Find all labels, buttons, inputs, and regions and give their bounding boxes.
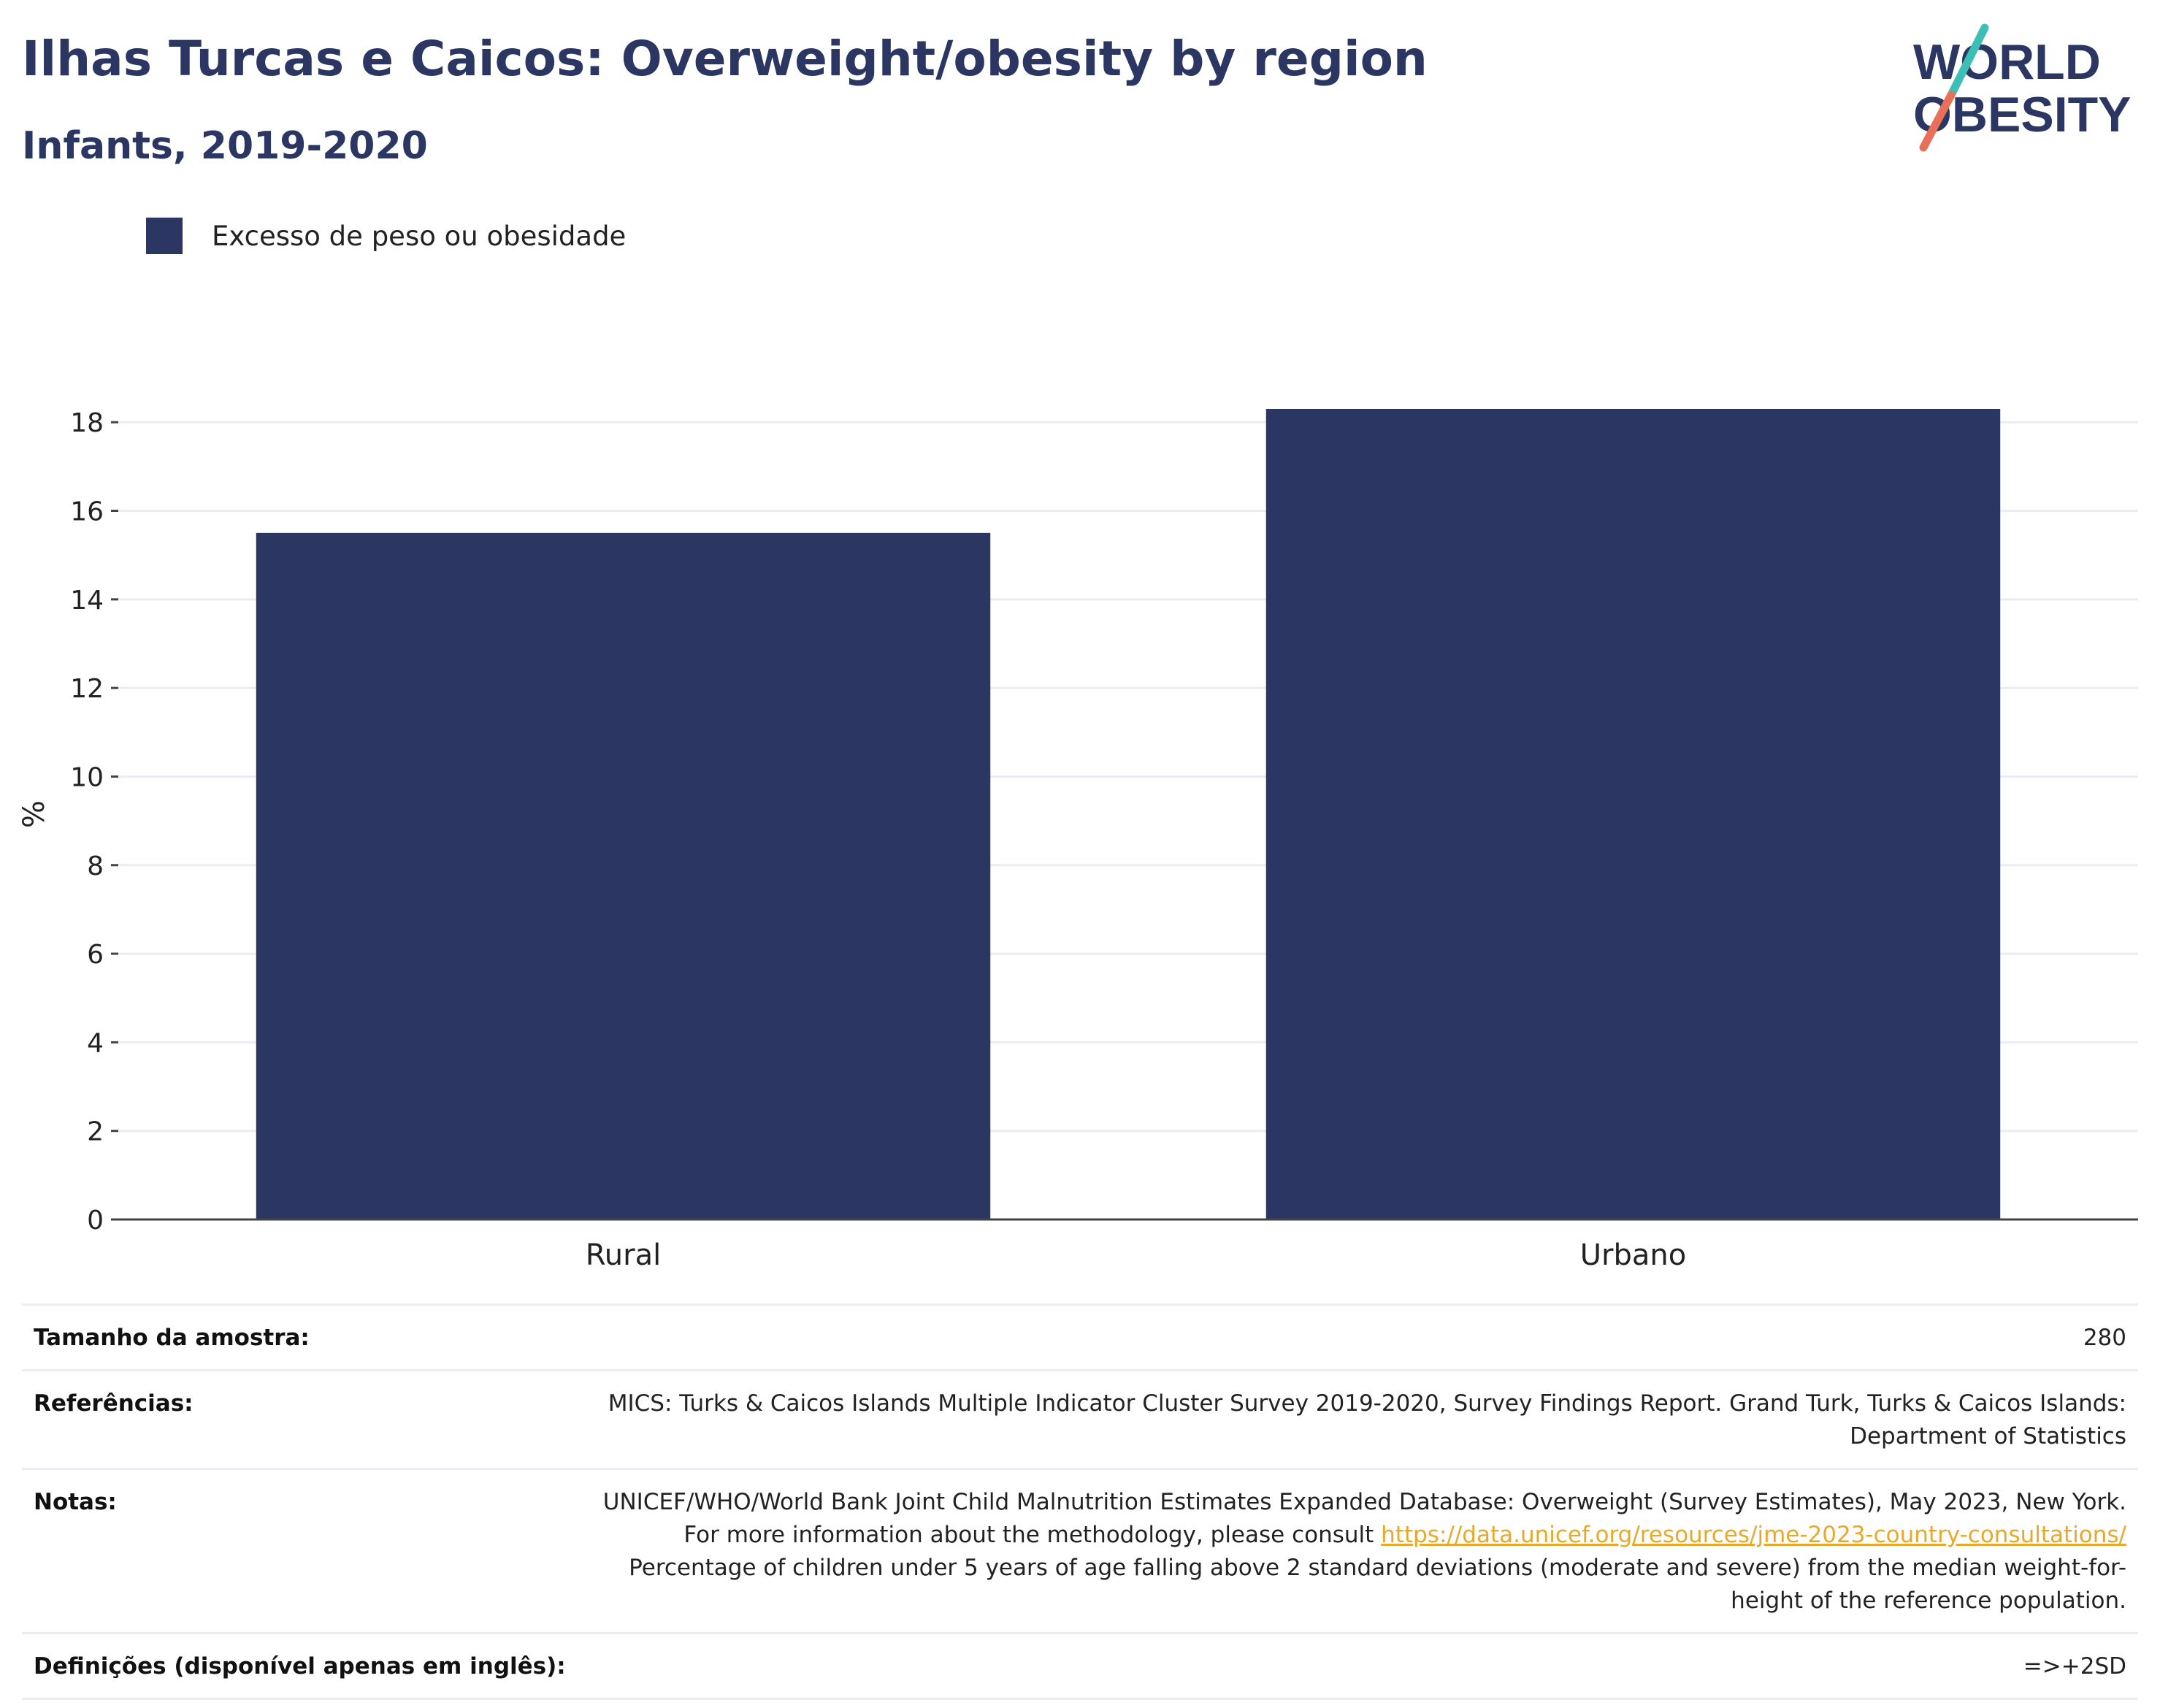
notes-value: UNICEF/WHO/World Bank Joint Child Malnut… xyxy=(577,1467,2138,1634)
bar-rural[interactable] xyxy=(256,532,991,1219)
y-tick-label-0: 0 xyxy=(87,1206,104,1236)
y-tick-label-4: 4 xyxy=(87,1028,104,1058)
info-row-definitions: Definições (disponível apenas em inglês)… xyxy=(22,1631,2138,1700)
logo-slash-bottom xyxy=(1919,91,1956,152)
chart-subtitle: Infants, 2019-2020 xyxy=(22,124,428,168)
definitions-value: =>+2SD xyxy=(577,1631,2138,1700)
bar-chart: 0 2 4 6 8 10 12 14 16 18 Rural Urbano % xyxy=(18,408,2138,1272)
y-tick-label-12: 12 xyxy=(70,674,104,704)
info-row-references: Referências: MICS: Turks & Caicos Island… xyxy=(22,1368,2138,1469)
legend-label[interactable]: Excesso de peso ou obesidade xyxy=(212,220,627,252)
info-row-sample-size: Tamanho da amostra: 280 xyxy=(22,1303,2138,1371)
legend: Excesso de peso ou obesidade xyxy=(146,218,626,254)
y-tick-label-14: 14 xyxy=(70,586,104,616)
y-tick-label-10: 10 xyxy=(70,762,104,792)
logo-text-world: WORLD xyxy=(1913,34,2101,90)
references-label: Referências: xyxy=(22,1368,578,1469)
sample-size-label: Tamanho da amostra: xyxy=(22,1303,578,1371)
legend-swatch[interactable] xyxy=(146,218,183,254)
info-row-notes: Notas: UNICEF/WHO/World Bank Joint Child… xyxy=(22,1467,2138,1634)
y-tick-label-16: 16 xyxy=(70,497,104,527)
y-tick-label-6: 6 xyxy=(87,940,104,970)
definitions-label: Definições (disponível apenas em inglês)… xyxy=(22,1631,578,1700)
info-table: Tamanho da amostra: 280 Referências: MIC… xyxy=(22,1303,2138,1700)
notes-label: Notas: xyxy=(22,1467,578,1634)
y-tick-label-18: 18 xyxy=(70,408,104,438)
notes-methodology-link[interactable]: https://data.unicef.org/resources/jme-20… xyxy=(1381,1521,2126,1548)
x-tick-label-rural: Rural xyxy=(586,1238,661,1272)
chart-title: Ilhas Turcas e Caicos: Overweight/obesit… xyxy=(22,31,1428,87)
sample-size-value: 280 xyxy=(577,1303,2138,1371)
logo-slash-top xyxy=(1947,23,1989,99)
y-tick-label-8: 8 xyxy=(87,851,104,881)
bar-urbano[interactable] xyxy=(1265,409,2001,1219)
notes-text-before: UNICEF/WHO/World Bank Joint Child Malnut… xyxy=(602,1488,2126,1548)
y-axis-label: % xyxy=(18,800,51,828)
world-obesity-logo: WORLD OBESITY xyxy=(1913,23,2132,152)
y-tick-label-2: 2 xyxy=(87,1117,104,1147)
x-tick-label-urbano: Urbano xyxy=(1580,1238,1686,1272)
tick-layer: 0 2 4 6 8 10 12 14 16 18 Rural Urbano xyxy=(70,408,1686,1272)
bar-layer xyxy=(256,409,2001,1219)
notes-text-after: Percentage of children under 5 years of … xyxy=(629,1554,2126,1614)
references-value: MICS: Turks & Caicos Islands Multiple In… xyxy=(577,1368,2138,1469)
